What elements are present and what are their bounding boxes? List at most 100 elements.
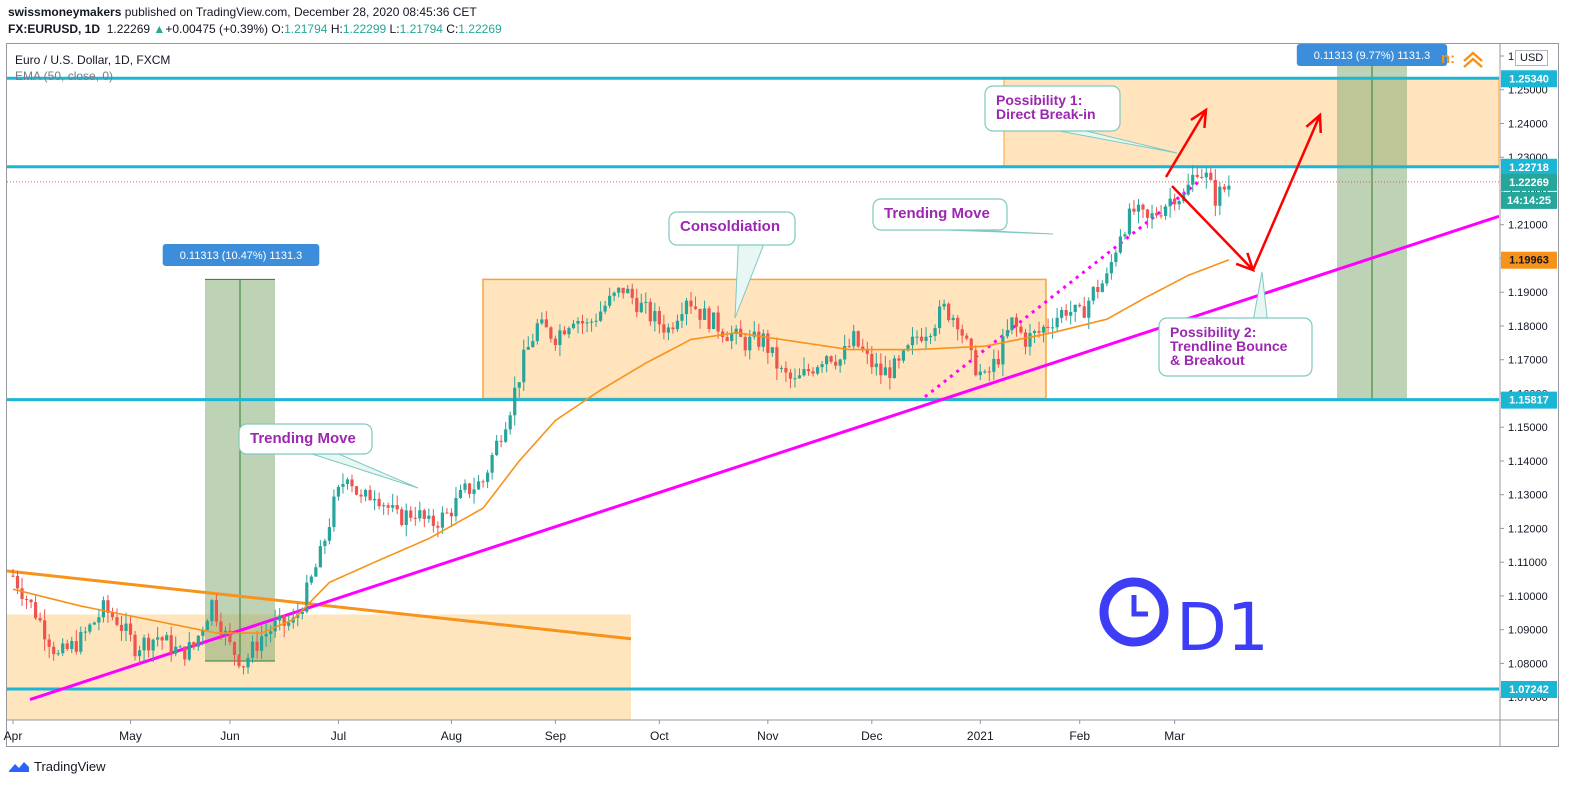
candle-body [870,353,874,368]
candle-body [1001,336,1005,365]
candle-body [956,317,960,330]
candle-body [83,631,87,633]
up-triangle-icon: ▲ [153,22,166,36]
candle-body [743,336,747,351]
chevron-up-icon-2 [1463,57,1483,68]
candle-body [1191,174,1195,185]
candle-body [1150,213,1154,218]
candle-body [354,486,359,495]
candle-body [757,331,761,347]
candle-body [418,510,422,519]
candle-body [1209,172,1213,180]
candle-body [133,634,137,657]
candle-body [531,341,535,348]
candle-body [1173,198,1177,205]
author-name[interactable]: swissmoneymakers [8,5,122,19]
candle-body [232,642,237,656]
published-text: published on TradingView.com, December 2… [124,5,477,19]
candle-body [1109,262,1113,274]
candle-body [666,327,670,333]
price-tick-label: 1.10000 [1508,591,1548,603]
candle-body [382,505,386,507]
candle-body [1023,332,1028,347]
measure-label-1: 0.11313 (10.47%) 1131.3 [180,250,303,262]
candle-body [617,287,621,293]
tradingview-logo-icon [9,761,29,772]
candle-body [553,338,557,346]
candle-body [978,371,982,376]
candle-body [409,510,413,518]
candle-body [558,330,562,346]
candle-body [522,349,526,383]
price-label-level: 1.22718 [1509,162,1549,174]
chart-frame[interactable] [6,43,1559,747]
candle-body [345,479,350,484]
candle-body [779,367,783,369]
price-tick-label: 1.11000 [1508,557,1547,569]
candle-body [928,336,933,338]
candle-body [61,643,65,654]
candle-body [1032,331,1037,333]
candle-body [214,600,218,622]
candle-body [594,320,598,322]
callout-trending-move-2-box [872,198,1008,231]
candle-body [730,333,734,341]
close-label: C: [446,22,459,36]
candle-body [260,636,264,651]
candle-body [156,637,160,640]
candle-body [15,575,20,589]
time-tick-label: Sep [545,729,567,743]
time-tick-label: Apr [4,729,23,743]
candle-body [174,646,178,654]
candle-body [445,512,449,514]
candle-body [264,633,268,637]
price-label-bg [1501,251,1557,269]
candle-body [237,655,241,667]
candle-body [183,646,187,660]
candle-body [336,486,341,497]
candle-body [653,310,657,322]
ohlc-line: FX:EURUSD, 1D 1.22269 ▲+0.00475 (+0.39%)… [8,22,502,36]
time-tick-label: 2021 [967,729,994,743]
price-tick-label: 1.15000 [1508,422,1548,434]
footer-brand[interactable]: TradingView [8,759,106,774]
callout-possibility-1-box [984,85,1121,132]
price-tick-label: 1.25000 [1508,85,1548,97]
candle-body [838,359,842,366]
candle-body [1195,174,1199,177]
candle-body [1028,332,1032,347]
time-tick-label: Oct [650,729,669,743]
candle-body [806,369,811,372]
last-price: 1.22269 [106,22,151,36]
candle-body [752,331,756,337]
legend-ema[interactable]: EMA (50, close, 0) [15,69,114,83]
arrow-break-in-head [1190,107,1208,129]
candle-body [734,328,738,334]
candle-body [97,617,101,623]
candle-body [363,489,368,497]
currency-label[interactable]: USD [1515,50,1549,66]
time-tick-label: Nov [757,729,778,743]
candle-body [151,639,155,651]
candle-body [368,489,372,501]
legend-title: Euro / U.S. Dollar, 1D, FXCM [15,53,171,67]
candle-body [540,319,544,324]
candle-body [517,382,521,388]
candle-body [178,646,182,648]
callout-consolidation-box [668,211,796,246]
candle-body [92,622,96,625]
candle-body [1091,287,1095,301]
candle-body [1118,236,1122,253]
candle-body [431,515,435,526]
candle-body [29,599,33,603]
candle-body [201,630,205,636]
candle-body [1073,304,1077,312]
callout-trending-move-2-pointer [946,229,1054,235]
candle-body [124,623,128,631]
candle-body [1005,330,1009,337]
candle-body [1159,215,1163,217]
candle-body [467,483,472,494]
candle-body [250,641,255,658]
price-change: +0.00475 (+0.39%) [165,22,269,36]
